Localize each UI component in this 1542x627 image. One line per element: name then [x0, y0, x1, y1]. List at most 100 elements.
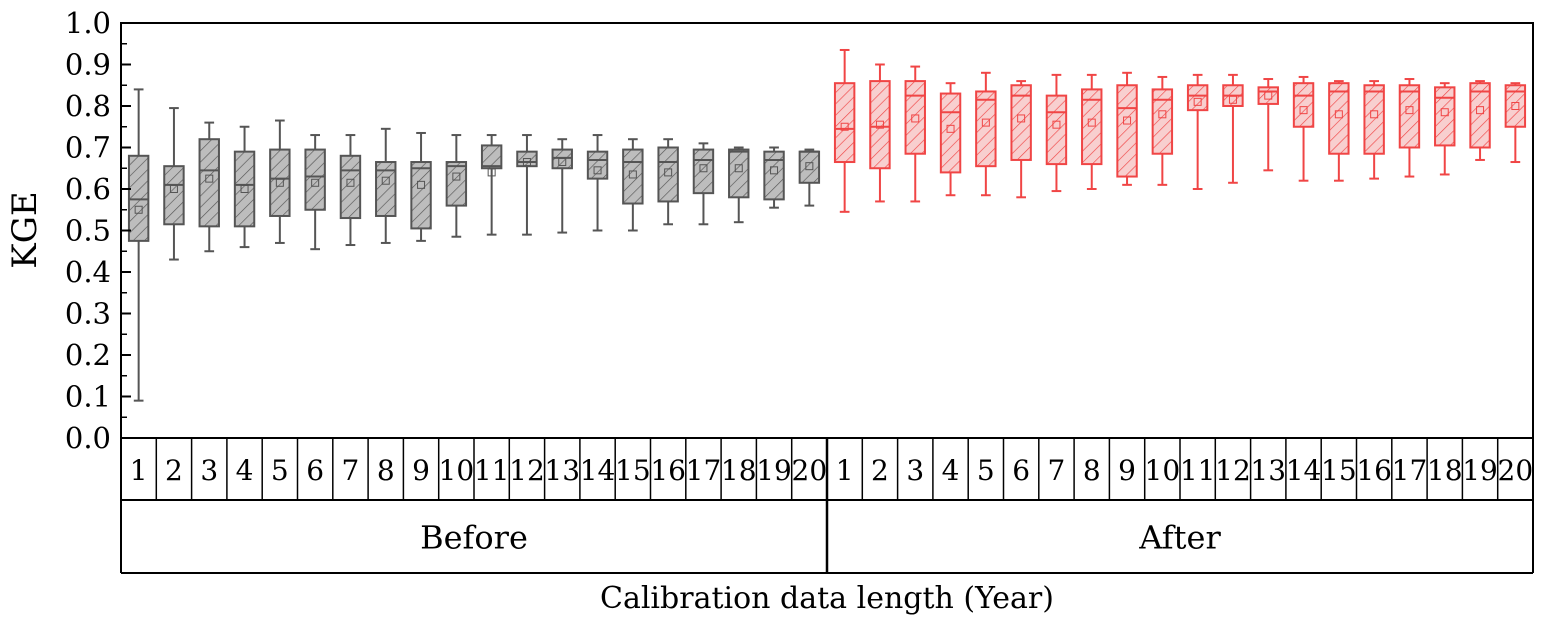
mean-marker — [1440, 108, 1449, 117]
box-body — [657, 146, 679, 203]
x-tick-label: 5 — [977, 454, 995, 487]
x-tick-label: 12 — [1215, 454, 1251, 487]
y-tick-label: 0.1 — [65, 380, 111, 414]
box-after-15 — [1328, 80, 1350, 182]
box-after-2 — [869, 63, 891, 203]
mean-marker — [981, 118, 990, 127]
box-after-14 — [1292, 75, 1315, 182]
mean-marker — [911, 114, 920, 123]
mean-marker — [558, 158, 567, 167]
mean-marker — [593, 166, 602, 175]
x-tick-label: 18 — [1427, 454, 1463, 487]
mean-marker — [1264, 91, 1273, 100]
box-body — [339, 154, 362, 220]
box-after-7 — [1045, 73, 1068, 193]
box-body — [869, 80, 891, 170]
box-body — [269, 148, 291, 217]
mean-marker — [734, 164, 743, 173]
y-axis-label: KGE — [5, 191, 45, 268]
box-body — [198, 138, 220, 228]
box-body — [622, 148, 644, 205]
box-before-16 — [657, 138, 679, 226]
x-tick-label: 1 — [836, 454, 854, 487]
box-before-4 — [233, 125, 256, 249]
x-axis-label: Calibration data length (Year) — [600, 581, 1054, 616]
plot-frame — [120, 22, 1534, 439]
box-body — [1081, 88, 1103, 166]
box-body — [163, 165, 185, 226]
mean-marker — [1087, 118, 1096, 127]
x-tick-label: 8 — [377, 454, 395, 487]
box-before-20 — [798, 148, 821, 207]
box-body — [1010, 84, 1032, 161]
box-body — [410, 161, 432, 230]
mean-marker — [134, 205, 143, 214]
x-tick-label: 2 — [165, 454, 183, 487]
x-tick-label: 16 — [650, 454, 686, 487]
x-tick-label: 15 — [615, 454, 651, 487]
mean-marker — [1193, 97, 1202, 106]
x-tick-label: 10 — [439, 454, 475, 487]
box-before-1 — [127, 88, 150, 402]
x-tick-label: 16 — [1356, 454, 1392, 487]
y-tick-label: 1.0 — [65, 6, 111, 40]
mean-marker — [805, 162, 814, 171]
box-after-10 — [1151, 75, 1174, 186]
box-body — [1186, 84, 1209, 112]
mean-marker — [381, 176, 390, 185]
group-label-before: Before — [420, 519, 528, 557]
mean-marker — [628, 170, 637, 179]
mean-marker — [1228, 95, 1237, 104]
box-body — [375, 161, 397, 217]
box-before-12 — [516, 134, 538, 236]
x-tick-label: 7 — [1048, 454, 1066, 487]
mean-marker — [1370, 110, 1379, 119]
x-tick-label: 17 — [686, 454, 722, 487]
mean-marker — [1299, 106, 1308, 115]
box-after-3 — [904, 65, 926, 203]
x-tick-label: 2 — [871, 454, 889, 487]
x-tick-label: 11 — [474, 454, 510, 487]
box-before-8 — [375, 127, 397, 244]
box-body — [1469, 82, 1491, 149]
mean-marker — [346, 178, 355, 187]
mean-marker — [169, 185, 178, 193]
box-body — [1504, 84, 1527, 128]
y-tick-label: 0.9 — [65, 48, 111, 82]
box-after-5 — [975, 71, 997, 197]
y-axis: 0.0 0.1 0.2 0.3 0.4 0.5 0.6 0.7 0.8 0.9 1.0 — [65, 6, 131, 455]
x-tick-label: 3 — [906, 454, 924, 487]
y-tick-label: 0.8 — [65, 89, 111, 123]
box-after-6 — [1010, 80, 1032, 199]
x-tick-label: 8 — [1083, 454, 1101, 487]
box-body — [1328, 82, 1350, 155]
x-tick-label: 3 — [200, 454, 218, 487]
x-tick-label: 13 — [544, 454, 580, 487]
box-body — [445, 161, 468, 207]
x-tick-label: 17 — [1392, 454, 1428, 487]
box-before-10 — [445, 134, 468, 238]
mean-marker — [1476, 106, 1485, 115]
y-tick-label: 0.6 — [65, 172, 111, 206]
x-tick-label: 4 — [236, 454, 254, 487]
box-body — [798, 150, 821, 184]
mean-marker — [1158, 110, 1167, 119]
mean-marker — [1017, 114, 1026, 123]
box-body — [728, 148, 750, 199]
box-body — [975, 90, 997, 168]
mean-marker — [275, 178, 284, 187]
mean-marker — [1123, 116, 1132, 125]
x-tick-label: 1 — [130, 454, 148, 487]
x-tick-label: 20 — [792, 454, 828, 487]
x-tick-label: 11 — [1180, 454, 1216, 487]
group-label-after: After — [1138, 519, 1221, 557]
box-before-2 — [163, 107, 185, 261]
y-tick-label: 0.0 — [65, 421, 111, 455]
box-after-11 — [1186, 73, 1209, 190]
x-tick-label: 14 — [580, 454, 616, 487]
box-body — [1151, 88, 1174, 155]
x-tick-label: 19 — [1462, 454, 1498, 487]
box-body — [1116, 84, 1138, 178]
